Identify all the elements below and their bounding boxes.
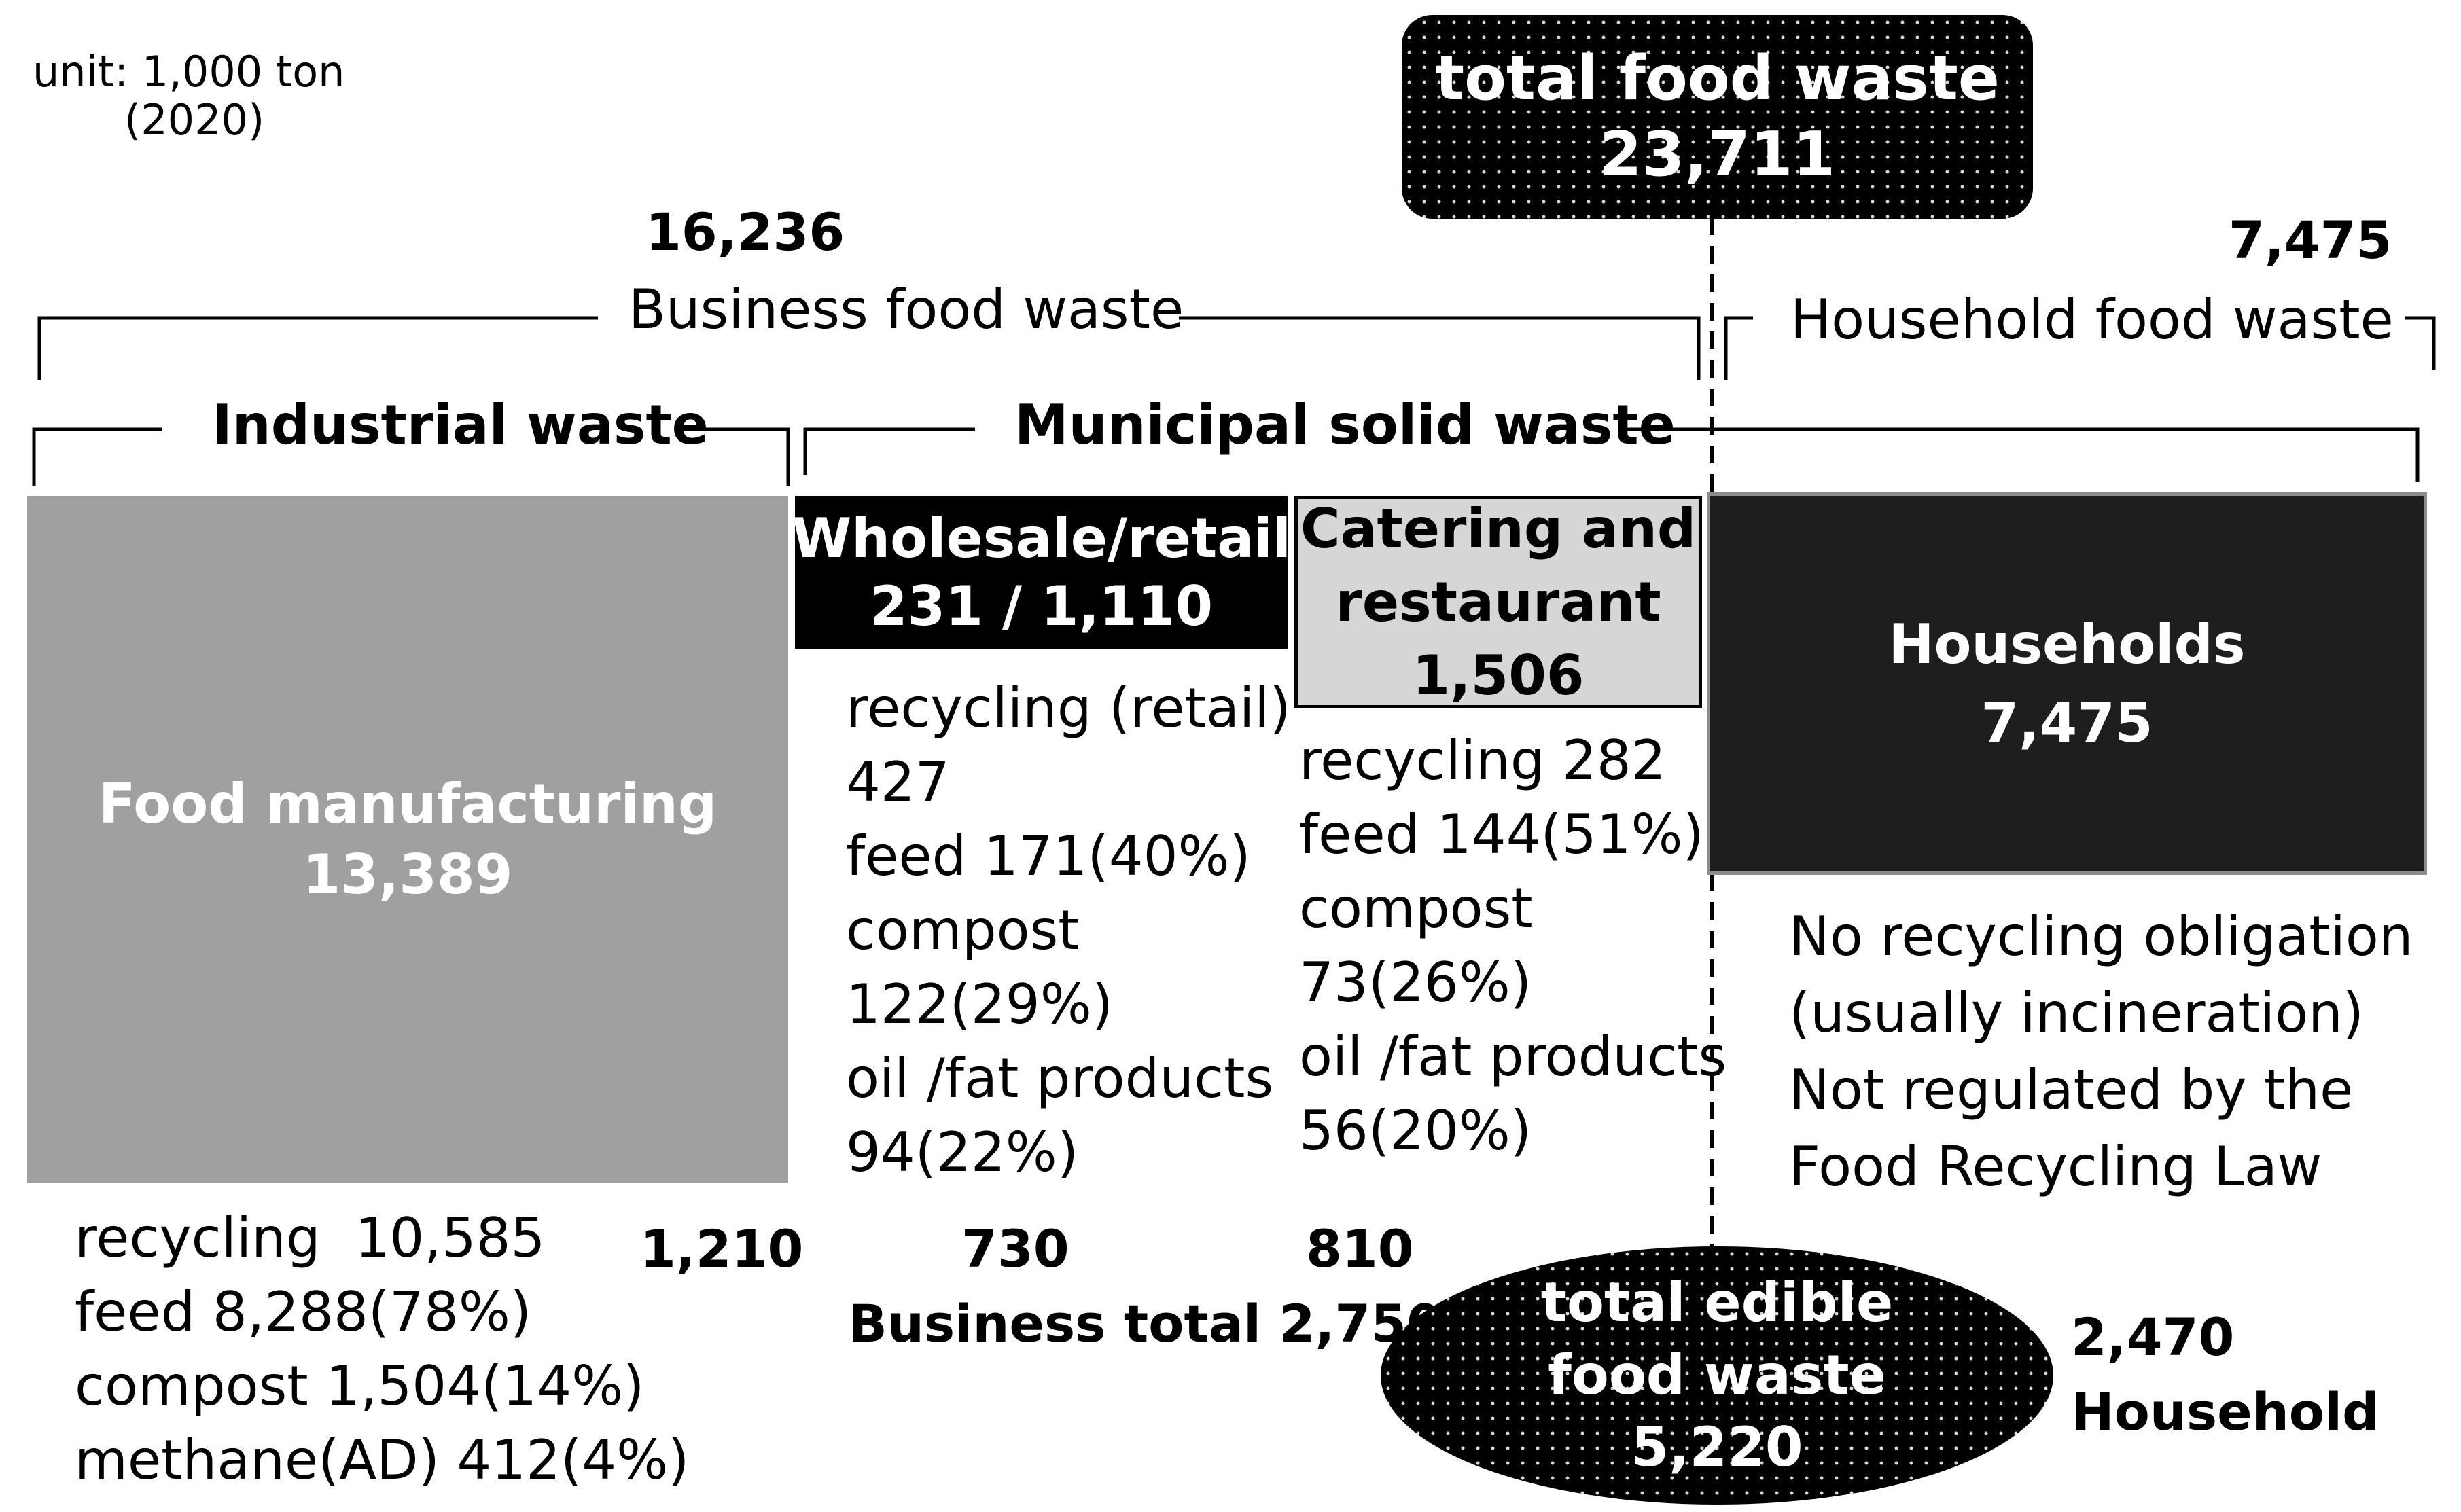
household-food-waste-value: 7,475 [2229, 210, 2392, 270]
total-food-waste-value: 23,711 [1599, 119, 1836, 190]
business-total: Business total 2,750 [848, 1293, 1442, 1354]
catering-label-line2: restaurant [1335, 570, 1661, 634]
catering-edible: 810 [1306, 1219, 1414, 1279]
list-item: (usually incineration) [1789, 982, 2364, 1045]
food-manufacturing-value: 13,389 [302, 843, 513, 906]
household-edible-value: 2,470 [2071, 1307, 2235, 1367]
list-item: compost 1,504(14%) [75, 1354, 645, 1418]
list-item: compost [846, 899, 1080, 962]
list-item: 427 [846, 751, 950, 814]
household-edible-label: Household [2071, 1382, 2379, 1442]
municipal-solid-waste-label: Municipal solid waste [1014, 393, 1676, 456]
food-manufacturing-details: recycling 10,585 feed 8,288(78%) compost… [75, 1201, 689, 1497]
catering-value: 1,506 [1412, 643, 1584, 707]
list-item: feed 144(51%) [1299, 803, 1704, 866]
household-bracket [1724, 316, 2436, 380]
households-box: Households 7,475 [1707, 492, 2427, 875]
edible-total-value: 5,220 [1631, 1416, 1803, 1479]
list-item: methane(AD) 412(4%) [75, 1428, 690, 1492]
unit-note: unit: 1,000 ton (2020) [33, 47, 345, 145]
food-manufacturing-edible: 1,210 [640, 1219, 804, 1279]
list-item: 94(22%) [846, 1121, 1079, 1184]
list-item: feed 171(40%) [846, 825, 1251, 888]
business-food-waste-value: 16,236 [645, 202, 845, 262]
catering-details: recycling 282 feed 144(51%) compost 73(2… [1299, 723, 1727, 1168]
industrial-waste-label: Industrial waste [212, 393, 709, 456]
list-item: recycling 10,585 [75, 1206, 546, 1270]
list-item: oil /fat products [1299, 1025, 1727, 1088]
municipal-bracket [803, 427, 2420, 482]
households-value: 7,475 [1981, 691, 2153, 755]
wholesale-retail-label: Wholesale/retail [791, 506, 1292, 570]
business-bracket [37, 316, 1701, 380]
edible-total-line1: total edible [1540, 1271, 1894, 1335]
households-notes: No recycling obligation (usually inciner… [1789, 898, 2413, 1205]
total-food-waste-label: total food waste [1435, 42, 2000, 114]
list-item: 122(29%) [846, 973, 1113, 1036]
list-item: compost [1299, 877, 1533, 940]
wholesale-retail-box: Wholesale/retail 231 / 1,110 [791, 496, 1292, 649]
list-item: recycling 282 [1299, 729, 1666, 792]
list-item: recycling (retail) [846, 677, 1291, 740]
industrial-bracket [32, 427, 790, 486]
wholesale-retail-value: 231 / 1,110 [870, 574, 1213, 638]
edible-total-line2: food waste [1548, 1343, 1886, 1407]
list-item: feed 8,288(78%) [75, 1280, 532, 1344]
food-manufacturing-box: Food manufacturing 13,389 [27, 496, 788, 1183]
total-food-waste-box: total food waste 23,711 [1402, 15, 2033, 219]
list-item: 56(20%) [1299, 1099, 1532, 1162]
list-item: oil /fat products [846, 1047, 1274, 1110]
food-manufacturing-label: Food manufacturing [98, 772, 718, 835]
households-label: Households [1888, 612, 2246, 676]
list-item: 73(26%) [1299, 951, 1532, 1014]
catering-restaurant-box: Catering and restaurant 1,506 [1294, 496, 1702, 708]
list-item: Not regulated by the [1789, 1058, 2354, 1121]
household-food-waste-label: Household food waste [1790, 288, 2394, 351]
wholesale-retail-details: recycling (retail) 427 feed 171(40%) com… [846, 671, 1291, 1189]
total-edible-food-waste-ellipse: total edible food waste 5,220 [1381, 1246, 2053, 1505]
wholesale-retail-edible: 730 [961, 1219, 1069, 1279]
list-item: No recycling obligation [1789, 905, 2413, 968]
business-food-waste-label: Business food waste [628, 278, 1184, 341]
list-item: Food Recycling Law [1789, 1135, 2322, 1198]
catering-label-line1: Catering and [1300, 497, 1697, 560]
